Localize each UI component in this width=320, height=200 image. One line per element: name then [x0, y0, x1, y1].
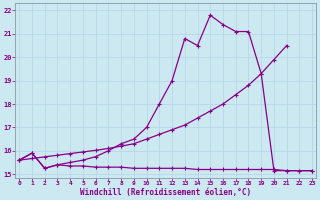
X-axis label: Windchill (Refroidissement éolien,°C): Windchill (Refroidissement éolien,°C): [80, 188, 251, 197]
